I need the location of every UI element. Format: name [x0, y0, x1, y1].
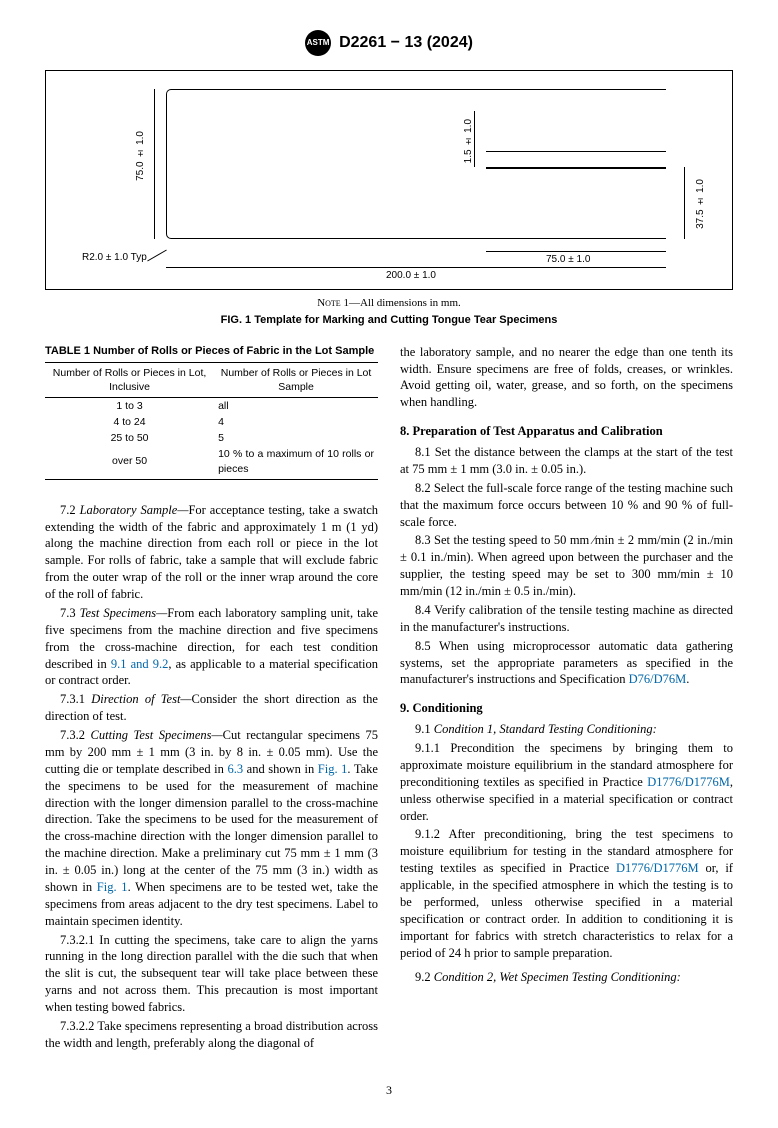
- para-7-3: 7.3 Test Specimens—From each laboratory …: [45, 605, 378, 689]
- para-9-1-2: 9.1.2 After preconditioning, bring the t…: [400, 826, 733, 961]
- text: and shown in: [243, 762, 318, 776]
- table-head-2: Number of Rolls or Pieces in Lot Sample: [214, 362, 378, 397]
- table-row: 25 to 505: [45, 430, 378, 446]
- link-d1776a[interactable]: D1776/D1776M: [647, 775, 730, 789]
- table-row: 1 to 3all: [45, 397, 378, 414]
- link-fig-1a[interactable]: Fig. 1: [318, 762, 348, 776]
- table-row: 4 to 244: [45, 414, 378, 430]
- link-9-1-9-2[interactable]: 9.1 and 9.2: [111, 657, 169, 671]
- designation-text: D2261 − 13 (2024): [339, 32, 473, 54]
- text: .: [686, 672, 689, 686]
- para-7-2: 7.2 Laboratory Sample—For acceptance tes…: [45, 502, 378, 603]
- dim-slit: 75.0 ± 1.0: [546, 253, 590, 267]
- para-7-3-2-2: 7.3.2.2 Take specimens representing a br…: [45, 1018, 378, 1052]
- dim-half: 37.5 ± 1.0: [694, 179, 708, 229]
- cell: 25 to 50: [45, 430, 214, 446]
- para-9-2: 9.2 Condition 2, Wet Specimen Testing Co…: [400, 969, 733, 986]
- section-8-head: 8. Preparation of Test Apparatus and Cal…: [400, 423, 733, 440]
- para-9-1: 9.1 Condition 1, Standard Testing Condit…: [400, 721, 733, 738]
- para-continuation: the laboratory sample, and no nearer the…: [400, 344, 733, 412]
- left-column: TABLE 1 Number of Rolls or Pieces of Fab…: [45, 344, 378, 1054]
- template-outline: [166, 89, 666, 239]
- para-8-5: 8.5 When using microprocessor automatic …: [400, 638, 733, 689]
- cell: all: [214, 397, 378, 414]
- two-column-body: TABLE 1 Number of Rolls or Pieces of Fab…: [45, 344, 733, 1054]
- link-d76[interactable]: D76/D76M: [629, 672, 687, 686]
- astm-logo-icon: ASTM: [305, 30, 331, 56]
- link-d1776b[interactable]: D1776/D1776M: [616, 861, 699, 875]
- text: For acceptance testing, take a swatch ex…: [45, 503, 378, 601]
- figure-1-diagram: 75.0 ± 1.0 1.5 ± 1.0 37.5 ± 1.0 75.0 ± 1…: [45, 70, 733, 290]
- link-fig-1b[interactable]: Fig. 1: [97, 880, 128, 894]
- radius-leader: [147, 250, 167, 262]
- dim-line-height: [154, 89, 155, 239]
- para-8-1: 8.1 Set the distance between the clamps …: [400, 444, 733, 478]
- dim-line-half: [684, 167, 685, 239]
- dim-gap: 1.5 ± 1.0: [462, 119, 476, 163]
- text: . Take the specimens to be used for the …: [45, 762, 378, 894]
- cell: 10 % to a maximum of 10 rolls or pieces: [214, 446, 378, 479]
- table-1: Number of Rolls or Pieces in Lot, Inclus…: [45, 362, 378, 480]
- right-column: the laboratory sample, and no nearer the…: [400, 344, 733, 1054]
- dim-height: 75.0 ± 1.0: [134, 131, 148, 181]
- dim-line-slit: [486, 251, 666, 252]
- cell: 4 to 24: [45, 414, 214, 430]
- para-9-1-1: 9.1.1 Precondition the specimens by brin…: [400, 740, 733, 824]
- page-header: ASTM D2261 − 13 (2024): [45, 30, 733, 56]
- para-7-3-2-1: 7.3.2.1 In cutting the specimens, take c…: [45, 932, 378, 1016]
- table-head-1: Number of Rolls or Pieces in Lot, Inclus…: [45, 362, 214, 397]
- para-7-3-2: 7.3.2 Cutting Test Specimens—Cut rectang…: [45, 727, 378, 930]
- table-1-title: TABLE 1 Number of Rolls or Pieces of Fab…: [45, 344, 378, 359]
- para-8-2: 8.2 Select the full-scale force range of…: [400, 480, 733, 531]
- cell: over 50: [45, 446, 214, 479]
- para-8-3: 8.3 Set the testing speed to 50 mm ⁄min …: [400, 532, 733, 600]
- para-8-4: 8.4 Verify calibration of the tensile te…: [400, 602, 733, 636]
- cell: 1 to 3: [45, 397, 214, 414]
- dim-radius: R2.0 ± 1.0 Typ: [82, 251, 147, 265]
- slit-line-bottom: [486, 167, 666, 169]
- page-number: 3: [45, 1082, 733, 1098]
- cell: 4: [214, 414, 378, 430]
- table-row: over 5010 % to a maximum of 10 rolls or …: [45, 446, 378, 479]
- link-6-3[interactable]: 6.3: [227, 762, 243, 776]
- figure-caption: FIG. 1 Template for Marking and Cutting …: [45, 313, 733, 328]
- section-9-head: 9. Conditioning: [400, 700, 733, 717]
- text: or, if applicable, in the specified atmo…: [400, 861, 733, 959]
- para-7-3-1: 7.3.1 Direction of Test—Consider the sho…: [45, 691, 378, 725]
- figure-note: Note NOTE 1—All dimensions in mm.1—All d…: [45, 296, 733, 311]
- dim-length: 200.0 ± 1.0: [386, 269, 436, 283]
- dim-line-length: [166, 267, 666, 268]
- slit-line-top: [486, 151, 666, 152]
- cell: 5: [214, 430, 378, 446]
